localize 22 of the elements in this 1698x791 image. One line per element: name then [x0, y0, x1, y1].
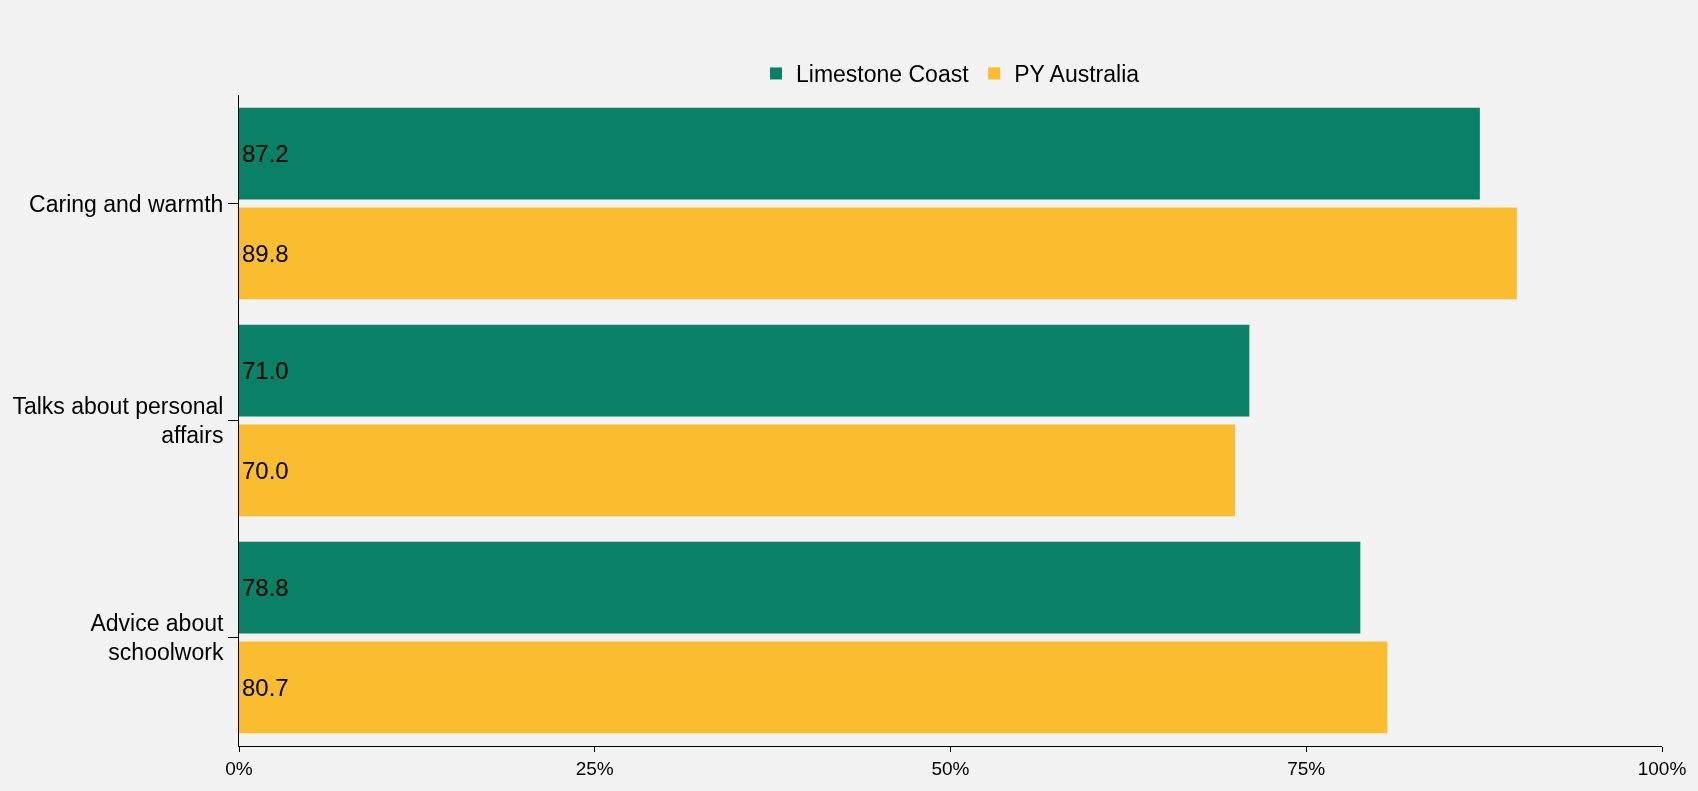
x-tick-label: 100% [1637, 757, 1687, 779]
bar [239, 324, 1250, 417]
bar [239, 107, 1480, 200]
y-tick-label: Caring and warmth [29, 190, 224, 217]
data-label: 87.2 [242, 140, 289, 168]
x-tick-label: 75% [1287, 757, 1326, 779]
data-label: 70.0 [242, 456, 289, 484]
x-tick-label: 50% [931, 757, 970, 779]
y-tick-label: Talks about personal affairs [12, 392, 224, 449]
y-tick-label: Advice about schoolwork [90, 609, 225, 666]
bar [239, 424, 1236, 517]
legend-label: Limestone Coast [796, 61, 970, 88]
legend-label: PY Australia [1014, 61, 1140, 88]
x-tick-label: 25% [575, 757, 614, 779]
data-label: 78.8 [242, 574, 289, 602]
data-label: 80.7 [242, 673, 289, 701]
x-tick-label: 0% [225, 757, 253, 779]
data-label: 89.8 [242, 239, 289, 267]
data-label: 71.0 [242, 357, 289, 385]
bar [239, 641, 1388, 734]
bar [239, 207, 1517, 300]
bar [239, 541, 1361, 634]
